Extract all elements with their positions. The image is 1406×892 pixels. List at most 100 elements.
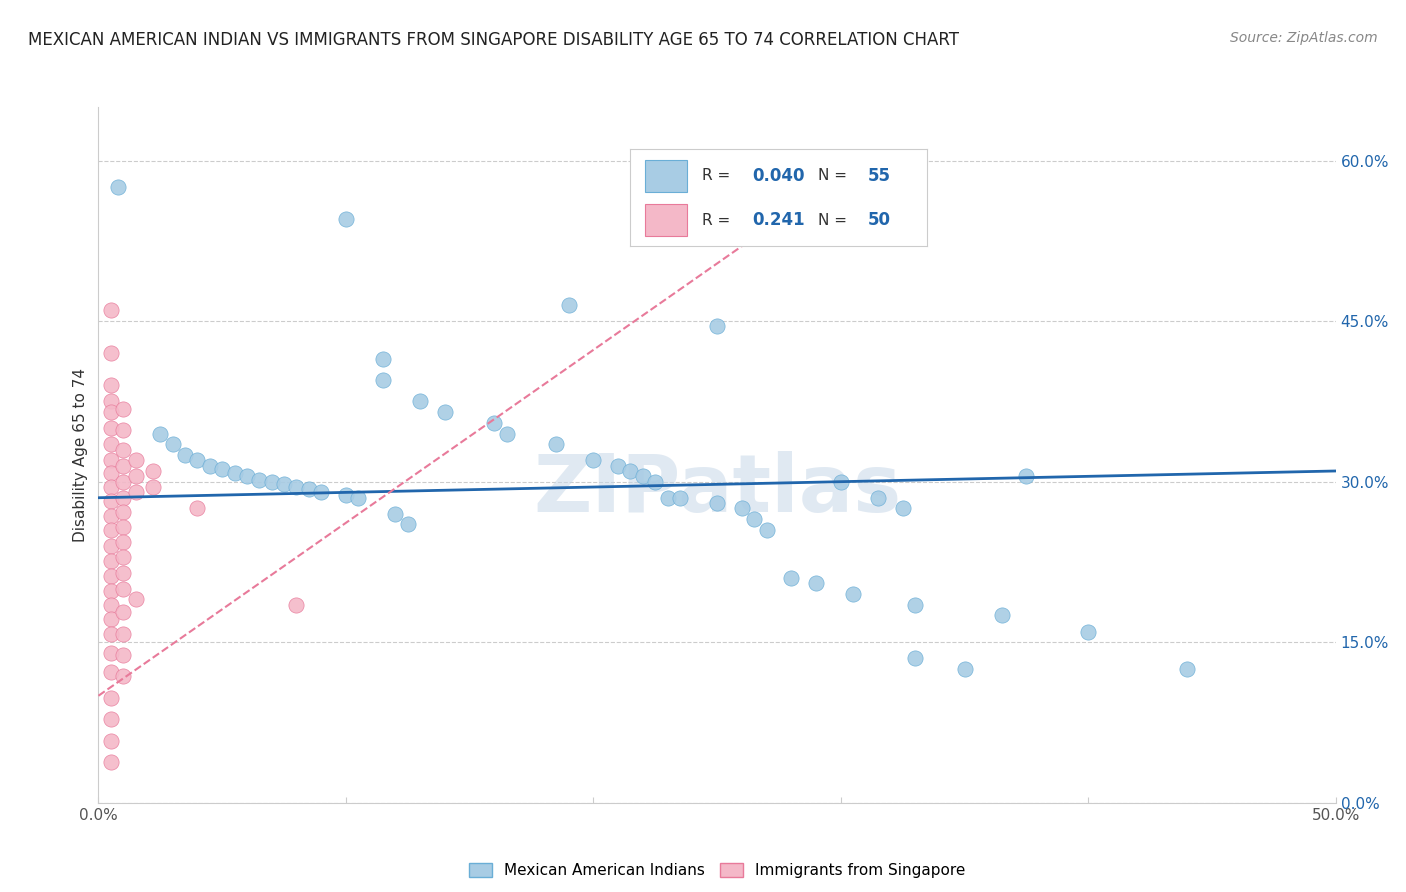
Point: [149, 426, 172, 441]
Point: [247, 473, 270, 487]
Point: [224, 466, 246, 480]
Text: 0.040: 0.040: [752, 167, 804, 185]
Text: N =: N =: [817, 168, 852, 183]
Point: [124, 453, 146, 467]
Point: [124, 485, 146, 500]
Point: [557, 298, 579, 312]
Point: [484, 416, 506, 430]
Text: 0.241: 0.241: [752, 211, 804, 229]
Point: [100, 569, 122, 583]
Point: [112, 549, 135, 564]
Text: N =: N =: [817, 213, 852, 227]
Point: [124, 592, 146, 607]
Point: [780, 571, 803, 585]
Point: [657, 491, 679, 505]
Point: [804, 576, 827, 591]
Point: [100, 612, 122, 626]
Point: [335, 487, 357, 501]
Point: [904, 598, 927, 612]
Point: [335, 212, 357, 227]
Text: MEXICAN AMERICAN INDIAN VS IMMIGRANTS FROM SINGAPORE DISABILITY AGE 65 TO 74 COR: MEXICAN AMERICAN INDIAN VS IMMIGRANTS FR…: [28, 31, 959, 49]
Point: [100, 453, 122, 467]
Point: [100, 378, 122, 392]
Point: [100, 598, 122, 612]
Point: [100, 437, 122, 451]
Point: [495, 426, 517, 441]
Point: [100, 690, 122, 705]
Point: [830, 475, 852, 489]
Text: 55: 55: [868, 167, 891, 185]
Point: [100, 494, 122, 508]
Point: [1015, 469, 1038, 483]
Point: [112, 423, 135, 437]
Point: [273, 476, 295, 491]
Point: [100, 480, 122, 494]
Point: [100, 523, 122, 537]
Point: [112, 491, 135, 505]
Point: [1374, 640, 1396, 655]
Text: ZIPatlas: ZIPatlas: [533, 450, 901, 529]
Point: [112, 626, 135, 640]
Point: [891, 501, 914, 516]
Point: [211, 462, 233, 476]
Point: [706, 319, 728, 334]
Point: [309, 485, 332, 500]
Point: [100, 539, 122, 553]
Point: [112, 582, 135, 596]
Point: [298, 482, 321, 496]
Point: [100, 646, 122, 660]
Point: [100, 421, 122, 435]
Point: [112, 519, 135, 533]
Point: [100, 303, 122, 318]
Point: [112, 534, 135, 549]
Point: [582, 453, 605, 467]
Point: [100, 733, 122, 747]
Point: [162, 437, 184, 451]
Point: [100, 755, 122, 769]
Text: 50: 50: [868, 211, 891, 229]
Point: [100, 665, 122, 680]
Point: [186, 501, 208, 516]
Point: [755, 523, 778, 537]
Point: [100, 405, 122, 419]
Point: [142, 480, 165, 494]
Point: [990, 608, 1012, 623]
Point: [112, 442, 135, 457]
Point: [112, 475, 135, 489]
Point: [142, 464, 165, 478]
Point: [1175, 662, 1198, 676]
Point: [1077, 624, 1099, 639]
Point: [112, 458, 135, 473]
Point: [112, 505, 135, 519]
Point: [107, 180, 129, 194]
FancyBboxPatch shape: [645, 204, 688, 236]
Point: [706, 496, 728, 510]
Text: R =: R =: [702, 213, 735, 227]
Point: [174, 448, 197, 462]
Point: [371, 351, 394, 366]
Text: R =: R =: [702, 168, 735, 183]
Point: [112, 648, 135, 662]
Point: [100, 346, 122, 360]
Point: [866, 491, 889, 505]
Point: [100, 626, 122, 640]
Point: [742, 512, 765, 526]
Point: [198, 458, 221, 473]
Point: [409, 394, 432, 409]
Point: [619, 464, 641, 478]
Point: [260, 475, 283, 489]
Point: [100, 508, 122, 523]
Point: [953, 662, 976, 676]
Legend: Mexican American Indians, Immigrants from Singapore: Mexican American Indians, Immigrants fro…: [461, 855, 973, 886]
Point: [100, 712, 122, 726]
Point: [112, 605, 135, 619]
Point: [433, 405, 456, 419]
Point: [731, 501, 754, 516]
Point: [100, 394, 122, 409]
Point: [347, 491, 370, 505]
Point: [100, 554, 122, 568]
Point: [100, 583, 122, 598]
Point: [100, 466, 122, 480]
Point: [384, 507, 406, 521]
Point: [644, 475, 666, 489]
